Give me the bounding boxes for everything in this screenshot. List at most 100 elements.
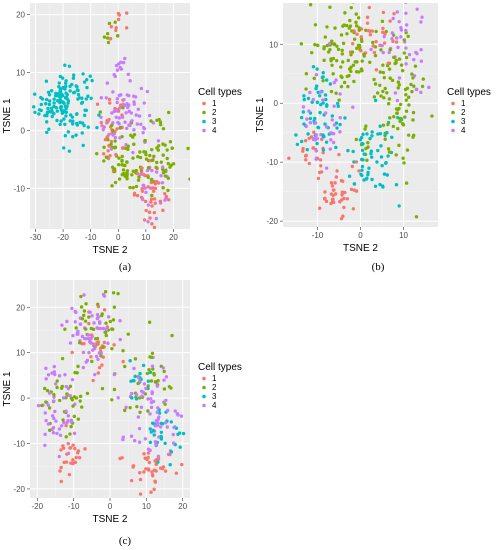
point-type-1 — [71, 443, 75, 447]
x-tick-label: 20 — [169, 233, 178, 242]
point-type-3 — [55, 99, 60, 103]
point-type-2 — [137, 396, 142, 400]
point-type-2 — [110, 184, 114, 188]
point-type-3 — [81, 143, 85, 148]
point-type-4 — [118, 337, 122, 342]
point-type-1 — [321, 150, 325, 155]
point-type-4 — [331, 140, 336, 145]
point-type-2 — [413, 64, 418, 68]
point-type-1 — [83, 447, 87, 451]
point-type-2 — [64, 435, 68, 439]
point-type-2 — [126, 147, 130, 151]
legend-key-3 — [202, 394, 206, 399]
point-type-4 — [319, 90, 323, 94]
point-type-2 — [346, 58, 350, 63]
point-type-4 — [139, 86, 144, 91]
point-type-2 — [168, 139, 173, 144]
point-type-3 — [57, 84, 61, 89]
point-type-3 — [57, 91, 61, 95]
point-type-2 — [381, 123, 386, 127]
x-tick-label: 10 — [142, 502, 151, 511]
point-type-1 — [359, 49, 363, 53]
point-type-3 — [394, 183, 399, 187]
point-type-2 — [131, 135, 135, 139]
point-type-4 — [52, 416, 56, 421]
point-type-4 — [68, 393, 72, 398]
point-type-4 — [166, 408, 170, 413]
point-type-3 — [52, 101, 56, 105]
point-type-4 — [338, 92, 342, 96]
point-type-2 — [340, 52, 345, 56]
x-tick-label: 10 — [399, 231, 408, 240]
point-type-3 — [64, 84, 68, 89]
point-type-2 — [126, 144, 130, 148]
point-type-3 — [68, 89, 72, 93]
point-type-1 — [349, 187, 354, 192]
point-type-4 — [111, 90, 115, 94]
point-type-4 — [61, 396, 66, 400]
point-type-4 — [419, 90, 423, 95]
point-type-4 — [327, 42, 332, 46]
point-type-2 — [112, 305, 117, 309]
x-axis-title: TSNE 2 — [92, 514, 127, 525]
point-type-3 — [318, 94, 322, 98]
point-type-2 — [110, 346, 114, 351]
point-type-2 — [121, 349, 125, 353]
point-type-2 — [170, 333, 174, 338]
point-type-4 — [53, 372, 57, 377]
point-type-1 — [64, 460, 69, 464]
point-type-2 — [146, 409, 150, 413]
point-type-4 — [164, 398, 168, 403]
point-type-3 — [306, 96, 311, 101]
point-type-2 — [152, 373, 156, 377]
point-type-1 — [304, 153, 308, 158]
point-type-2 — [134, 184, 139, 189]
point-type-2 — [117, 177, 122, 181]
point-type-1 — [143, 456, 147, 460]
point-type-4 — [171, 441, 176, 445]
point-type-1 — [91, 378, 95, 383]
point-type-4 — [85, 358, 90, 363]
point-type-2 — [103, 330, 108, 335]
point-type-1 — [151, 186, 155, 190]
point-type-2 — [120, 154, 124, 159]
point-type-1 — [180, 462, 184, 467]
point-type-1 — [71, 458, 75, 462]
point-type-1 — [109, 25, 114, 29]
point-type-4 — [404, 46, 408, 50]
point-type-2 — [166, 110, 171, 115]
point-type-3 — [310, 100, 314, 104]
point-type-2 — [126, 332, 130, 336]
point-type-4 — [314, 73, 319, 77]
point-type-2 — [63, 327, 67, 331]
point-type-2 — [378, 83, 382, 88]
point-type-3 — [44, 79, 49, 83]
point-type-4 — [43, 411, 47, 415]
point-type-4 — [139, 122, 143, 126]
point-type-2 — [387, 150, 392, 154]
point-type-2 — [332, 42, 337, 46]
point-type-3 — [324, 97, 328, 102]
y-tick-label: 0 — [21, 126, 26, 135]
point-type-1 — [142, 218, 147, 222]
point-type-3 — [52, 97, 56, 101]
point-type-2 — [411, 118, 415, 122]
point-type-4 — [88, 341, 93, 345]
point-type-3 — [82, 80, 87, 84]
point-type-3 — [376, 148, 380, 153]
point-type-2 — [110, 123, 114, 127]
point-type-4 — [115, 68, 120, 72]
point-type-4 — [117, 116, 122, 120]
point-type-4 — [315, 136, 319, 141]
point-type-3 — [321, 133, 325, 137]
point-type-4 — [66, 414, 71, 418]
point-type-2 — [186, 146, 190, 151]
point-type-3 — [59, 105, 64, 109]
point-type-4 — [147, 113, 152, 118]
point-type-2 — [155, 118, 159, 122]
point-type-2 — [166, 188, 170, 193]
point-type-4 — [407, 52, 412, 57]
point-type-3 — [90, 78, 94, 83]
point-type-2 — [136, 381, 140, 386]
point-type-1 — [154, 469, 158, 473]
